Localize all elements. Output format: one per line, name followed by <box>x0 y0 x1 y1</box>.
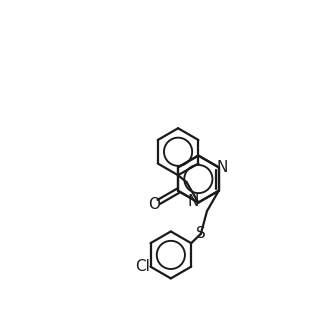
Text: N: N <box>216 160 228 175</box>
Text: N: N <box>187 194 199 209</box>
Text: S: S <box>196 226 206 241</box>
Text: Cl: Cl <box>135 259 150 274</box>
Text: O: O <box>148 197 160 213</box>
